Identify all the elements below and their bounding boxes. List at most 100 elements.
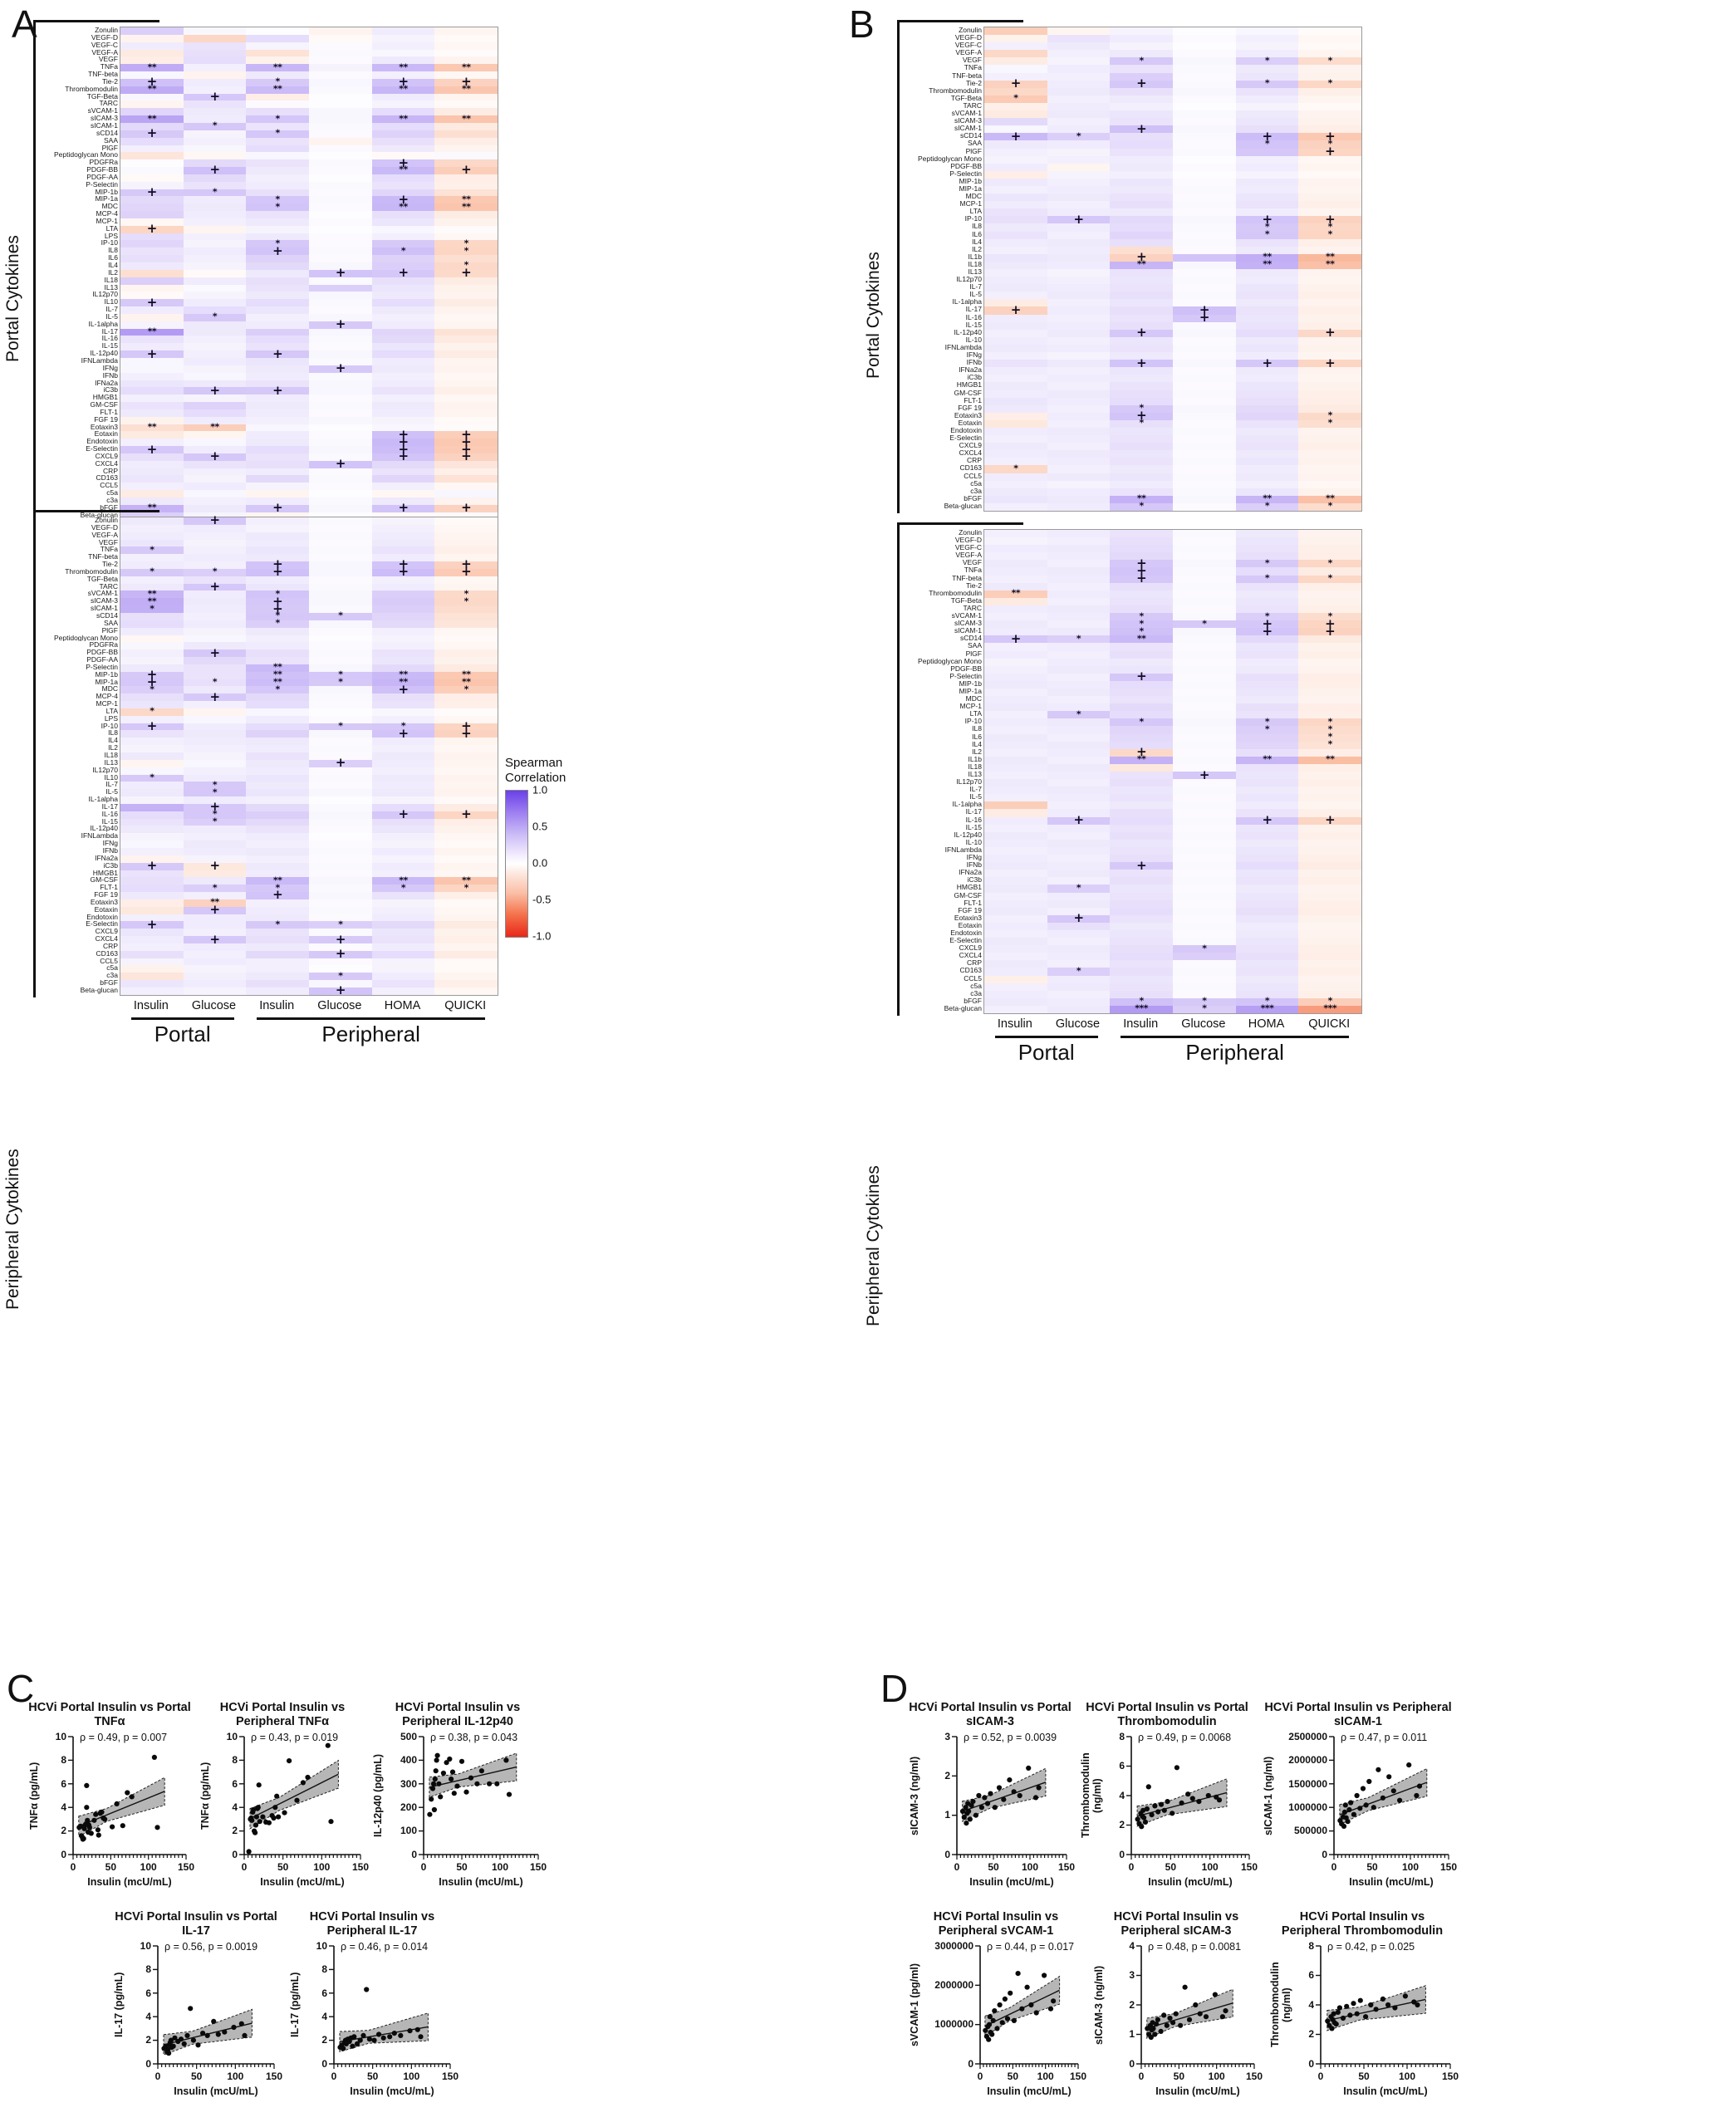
heatmap-cell[interactable] [1173,360,1236,368]
heatmap-cell[interactable] [1047,231,1111,239]
heatmap-cell[interactable] [1235,450,1299,458]
heatmap-cell[interactable]: + [1047,912,1111,924]
heatmap-cell[interactable] [246,554,310,562]
heatmap-cell[interactable] [183,497,247,505]
heatmap-cell[interactable] [120,233,184,241]
heatmap-cell[interactable] [120,122,184,130]
heatmap-cell[interactable] [1110,480,1174,488]
heatmap-cell[interactable] [183,64,247,72]
heatmap-cell[interactable] [246,336,310,344]
heatmap-cell[interactable] [183,671,247,679]
heatmap-cell[interactable] [984,545,1047,553]
heatmap-cell[interactable] [246,789,310,797]
heatmap-cell[interactable] [120,738,184,746]
heatmap-cell[interactable] [1235,824,1299,832]
heatmap-cell[interactable]: ** [1298,494,1362,503]
heatmap-cell[interactable] [1298,435,1362,444]
heatmap-cell[interactable] [1173,352,1236,360]
heatmap-cell[interactable] [1047,502,1111,511]
heatmap-cell[interactable] [1235,537,1299,546]
heatmap-cell[interactable] [1047,465,1111,473]
heatmap-cell[interactable] [309,372,372,380]
heatmap-cell[interactable] [309,306,372,314]
heatmap-cell[interactable] [434,759,498,767]
heatmap-cell[interactable] [1047,530,1111,538]
heatmap-cell[interactable] [984,718,1047,727]
heatmap-cell[interactable] [1173,27,1236,36]
heatmap-cell[interactable]: + [1298,213,1362,225]
heatmap-cell[interactable] [1235,673,1299,681]
heatmap-cell[interactable]: ** [371,165,435,174]
heatmap-cell[interactable] [120,877,184,885]
heatmap-cell[interactable] [1047,945,1111,953]
heatmap-cell[interactable] [1298,688,1362,697]
heatmap-cell[interactable] [120,657,184,664]
heatmap-cell[interactable] [120,840,184,848]
heatmap-cell[interactable] [183,145,247,153]
heatmap-cell[interactable]: * [246,685,310,693]
heatmap-cell[interactable] [1047,605,1111,614]
heatmap-cell[interactable] [371,767,435,775]
heatmap-cell[interactable] [183,395,247,403]
heatmap-cell[interactable]: + [183,904,247,916]
heatmap-cell[interactable]: * [1110,612,1174,621]
heatmap-cell[interactable]: + [434,267,498,279]
heatmap-cell[interactable] [183,475,247,483]
heatmap-cell[interactable] [120,649,184,658]
heatmap-cell[interactable] [1298,567,1362,576]
heatmap-cell[interactable] [434,532,498,540]
heatmap-cell[interactable]: + [434,720,498,733]
heatmap-cell[interactable] [246,657,310,664]
heatmap-cell[interactable] [183,255,247,262]
heatmap-cell[interactable] [984,983,1047,991]
heatmap-cell[interactable]: + [434,450,498,463]
heatmap-cell[interactable] [1235,488,1299,496]
heatmap-cell[interactable]: * [309,722,372,731]
heatmap-cell[interactable]: * [1298,140,1362,149]
heatmap-cell[interactable] [309,892,372,899]
heatmap-cell[interactable]: * [1235,725,1299,734]
heatmap-cell[interactable]: * [183,781,247,789]
heatmap-cell[interactable] [434,343,498,351]
heatmap-cell[interactable]: * [120,546,184,554]
heatmap-cell[interactable] [1110,960,1174,968]
heatmap-cell[interactable] [1235,567,1299,576]
heatmap-cell[interactable] [1298,450,1362,458]
heatmap-cell[interactable] [1173,269,1236,277]
heatmap-cell[interactable] [1298,787,1362,795]
heatmap-cell[interactable]: + [1110,572,1174,585]
heatmap-cell[interactable] [371,34,435,42]
heatmap-cell[interactable]: * [434,685,498,693]
heatmap-cell[interactable]: ** [246,670,310,679]
heatmap-cell[interactable] [120,517,184,525]
heatmap-cell[interactable] [371,862,435,870]
heatmap-cell[interactable] [1235,344,1299,353]
heatmap-cell[interactable]: + [183,164,247,176]
heatmap-cell[interactable]: * [1235,502,1299,511]
heatmap-cell[interactable] [984,352,1047,360]
heatmap-cell[interactable] [984,246,1047,254]
heatmap-cell[interactable] [1173,50,1236,58]
heatmap-cell[interactable]: + [371,728,435,739]
heatmap-cell[interactable] [434,350,498,358]
heatmap-cell[interactable] [183,321,247,329]
heatmap-cell[interactable] [183,284,247,292]
heatmap-cell[interactable] [1298,846,1362,855]
heatmap-cell[interactable] [309,409,372,417]
heatmap-cell[interactable] [371,774,435,782]
heatmap-cell[interactable] [120,196,184,204]
heatmap-cell[interactable]: * [246,239,310,247]
heatmap-cell[interactable] [1047,756,1111,764]
heatmap-cell[interactable] [1047,390,1111,398]
heatmap-cell[interactable] [246,189,310,197]
heatmap-cell[interactable] [246,306,310,314]
heatmap-cell[interactable] [309,583,372,591]
heatmap-cell[interactable] [984,680,1047,689]
heatmap-cell[interactable] [309,218,372,226]
heatmap-cell[interactable] [1235,787,1299,795]
heatmap-cell[interactable] [1047,688,1111,697]
heatmap-cell[interactable] [434,943,498,951]
heatmap-cell[interactable] [1173,412,1236,420]
heatmap-cell[interactable] [183,715,247,723]
heatmap-cell[interactable]: * [309,670,372,679]
